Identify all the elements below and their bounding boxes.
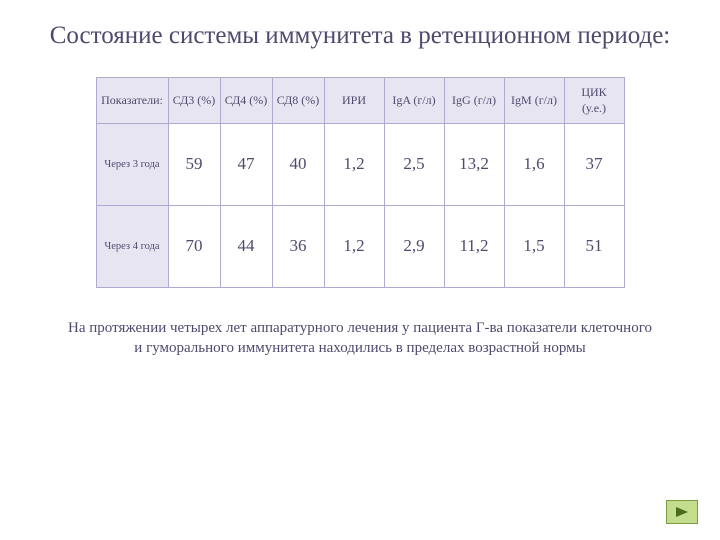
immunity-table: Показатели:СД3 (%)СД4 (%)СД8 (%)ИРИIgA (… <box>96 77 625 288</box>
table-cell: 37 <box>564 123 624 205</box>
table-cell: 11,2 <box>444 205 504 287</box>
slide-title: Состояние системы иммунитета в ретенцион… <box>28 20 692 71</box>
table-cell: 51 <box>564 205 624 287</box>
table-row-label: Через 4 года <box>96 205 168 287</box>
table-row: Через 4 года7044361,22,911,21,551 <box>96 205 624 287</box>
table-cell: 40 <box>272 123 324 205</box>
table-head: Показатели:СД3 (%)СД4 (%)СД8 (%)ИРИIgA (… <box>96 77 624 123</box>
table-row: Через 3 года5947401,22,513,21,637 <box>96 123 624 205</box>
table-header-row: Показатели:СД3 (%)СД4 (%)СД8 (%)ИРИIgA (… <box>96 77 624 123</box>
table-cell: 2,9 <box>384 205 444 287</box>
next-button[interactable] <box>666 500 698 524</box>
table-cell: 36 <box>272 205 324 287</box>
table-cell: 1,2 <box>324 123 384 205</box>
table-cell: 44 <box>220 205 272 287</box>
table-cell: 2,5 <box>384 123 444 205</box>
table-cell: 47 <box>220 123 272 205</box>
table-cell: 1,5 <box>504 205 564 287</box>
table-header-cell: IgM (г/л) <box>504 77 564 123</box>
table-cell: 13,2 <box>444 123 504 205</box>
table-header-cell: ИРИ <box>324 77 384 123</box>
table-container: Показатели:СД3 (%)СД4 (%)СД8 (%)ИРИIgA (… <box>28 71 692 316</box>
table-cell: 59 <box>168 123 220 205</box>
table-header-cell: IgG (г/л) <box>444 77 504 123</box>
table-header-cell: Показатели: <box>96 77 168 123</box>
table-header-cell: СД8 (%) <box>272 77 324 123</box>
table-cell: 1,2 <box>324 205 384 287</box>
table-header-cell: СД4 (%) <box>220 77 272 123</box>
table-cell: 70 <box>168 205 220 287</box>
arrow-right-icon <box>674 505 690 519</box>
table-header-cell: IgA (г/л) <box>384 77 444 123</box>
table-header-cell: ЦИК (у.е.) <box>564 77 624 123</box>
table-header-cell: СД3 (%) <box>168 77 220 123</box>
slide-caption: На протяжении четырех лет аппаратурного … <box>28 316 692 359</box>
table-cell: 1,6 <box>504 123 564 205</box>
table-row-label: Через 3 года <box>96 123 168 205</box>
table-body: Через 3 года5947401,22,513,21,637Через 4… <box>96 123 624 287</box>
slide: Состояние системы иммунитета в ретенцион… <box>0 0 720 540</box>
